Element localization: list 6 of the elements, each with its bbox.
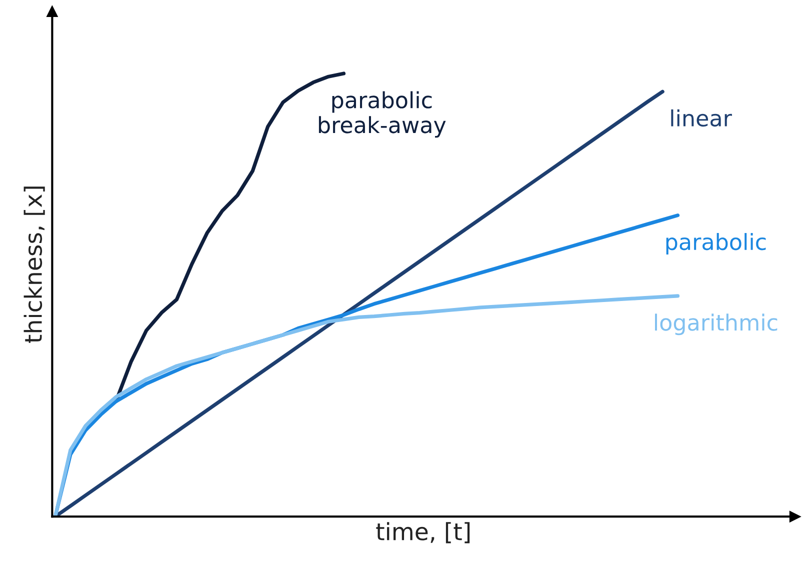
series-label: linear <box>671 109 732 127</box>
series-label: logarithmic <box>654 314 778 336</box>
series-label: parabolic break-away <box>318 91 446 138</box>
series-label: parabolic <box>666 233 766 255</box>
x-axis-title: time, [t] <box>376 522 470 544</box>
y-axis-title: thickness, [x] <box>24 186 45 343</box>
